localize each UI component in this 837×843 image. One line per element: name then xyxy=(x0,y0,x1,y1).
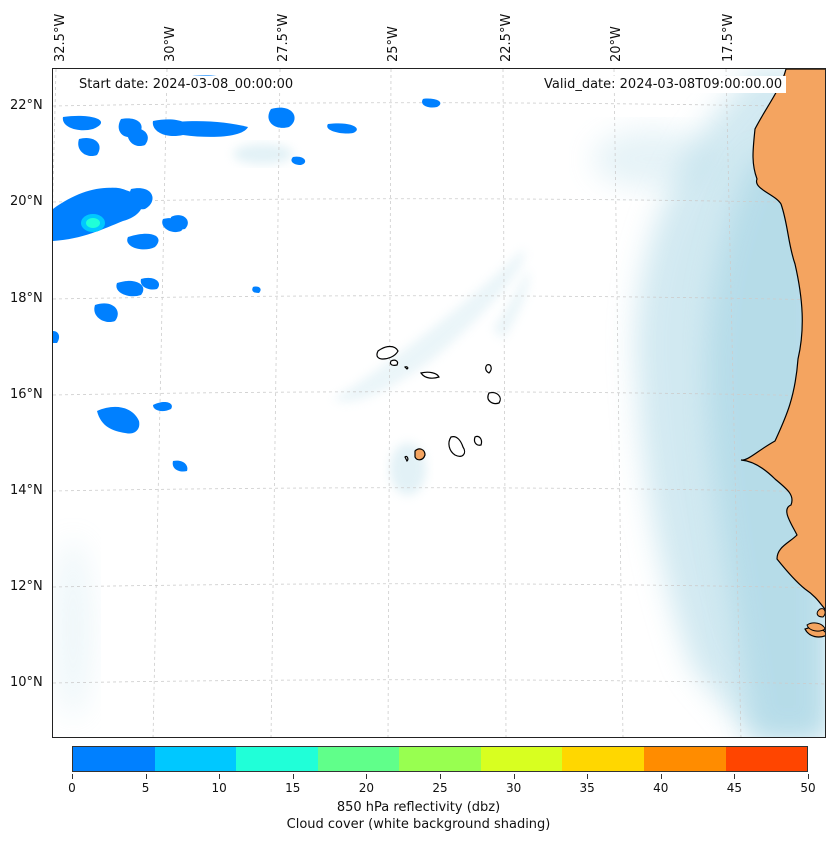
island-boa-vista xyxy=(487,392,501,405)
island-sal xyxy=(485,364,492,374)
colorbar-tick-label: 25 xyxy=(432,781,448,795)
colorbar-tick-label: 10 xyxy=(211,781,227,795)
lat-label: 16°N xyxy=(10,387,43,402)
valid-date-label: Valid_date: 2024-03-08T09:00:00.00 xyxy=(540,76,787,93)
colorbar-bin xyxy=(643,747,726,771)
colorbar-bin xyxy=(562,747,644,771)
map-panel xyxy=(52,68,826,738)
colorbar-tick-label: 30 xyxy=(505,781,522,795)
island-santiago xyxy=(448,436,466,457)
cloud-patch xyxy=(593,129,713,189)
colorbar-tick-label: 5 xyxy=(141,781,150,795)
colorbar-bin xyxy=(399,747,481,771)
cloud-patch xyxy=(53,539,93,719)
lat-label: 14°N xyxy=(10,483,43,498)
colorbar-tick xyxy=(808,774,809,779)
reflectivity-high xyxy=(81,214,105,232)
colorbar-tick xyxy=(292,774,294,779)
lon-label: 20°W xyxy=(609,26,624,62)
colorbar-bin xyxy=(480,747,563,771)
colorbar-bin xyxy=(236,747,318,771)
lon-label: 17.5°W xyxy=(721,13,736,62)
colorbar-tick-label: 35 xyxy=(579,781,595,795)
colorbar-tick-label: 15 xyxy=(285,781,301,795)
colorbar-bin xyxy=(317,747,400,771)
colorbar-tick xyxy=(734,774,736,779)
colorbar-tick xyxy=(219,774,221,779)
colorbar-tick xyxy=(145,774,147,779)
cloud-streak xyxy=(493,269,530,339)
lon-label: 25°W xyxy=(386,26,401,62)
island-santa-luzia xyxy=(403,366,409,370)
lon-label: 27.5°W xyxy=(276,13,291,62)
lon-label: 32.5°W xyxy=(53,13,68,62)
colorbar-bin xyxy=(154,747,237,771)
lat-label: 12°N xyxy=(10,579,43,594)
graticule xyxy=(53,69,825,737)
colorbar-tick xyxy=(660,774,662,779)
colorbar-tick-label: 20 xyxy=(358,781,375,795)
colorbar-tick-label: 45 xyxy=(726,781,743,795)
colorbar xyxy=(72,746,808,772)
colorbar-bin xyxy=(73,747,155,771)
colorbar-tick xyxy=(440,774,441,779)
colorbar-sublabel: Cloud cover (white background shading) xyxy=(286,817,551,832)
colorbar-tick-label: 50 xyxy=(800,781,816,795)
lon-label: 30°W xyxy=(163,26,178,62)
island-maio xyxy=(473,435,483,446)
africa-land xyxy=(740,69,825,638)
island-sao-nicolau xyxy=(420,371,440,379)
reflectivity-patches xyxy=(53,75,441,472)
island-santo-antao xyxy=(376,345,399,360)
colorbar-tick xyxy=(72,774,73,779)
lat-label: 22°N xyxy=(10,98,43,113)
map-canvas xyxy=(53,69,825,737)
cloud-band-east-inner xyxy=(706,149,825,737)
colorbar-label: 850 hPa reflectivity (dbz) xyxy=(336,800,501,815)
island-fogo xyxy=(414,448,426,461)
cape-verde-islands xyxy=(376,345,501,463)
island-sao-vicente xyxy=(389,359,399,366)
colorbar-tick-label: 40 xyxy=(653,781,669,795)
lat-label: 10°N xyxy=(10,675,43,690)
lon-label: 22.5°W xyxy=(499,13,514,62)
colorbar-bin xyxy=(725,747,808,771)
lat-label: 20°N xyxy=(10,194,43,209)
colorbar-tick xyxy=(513,774,515,779)
cloud-patch xyxy=(233,144,293,164)
colorbar-tick xyxy=(366,774,368,779)
lat-label: 18°N xyxy=(10,291,43,306)
start-date-label: Start date: 2024-03-08_00:00:00 xyxy=(75,76,298,93)
island-brava xyxy=(404,455,409,463)
colorbar-tick xyxy=(587,774,589,779)
colorbar-tick-label: 0 xyxy=(68,781,76,795)
